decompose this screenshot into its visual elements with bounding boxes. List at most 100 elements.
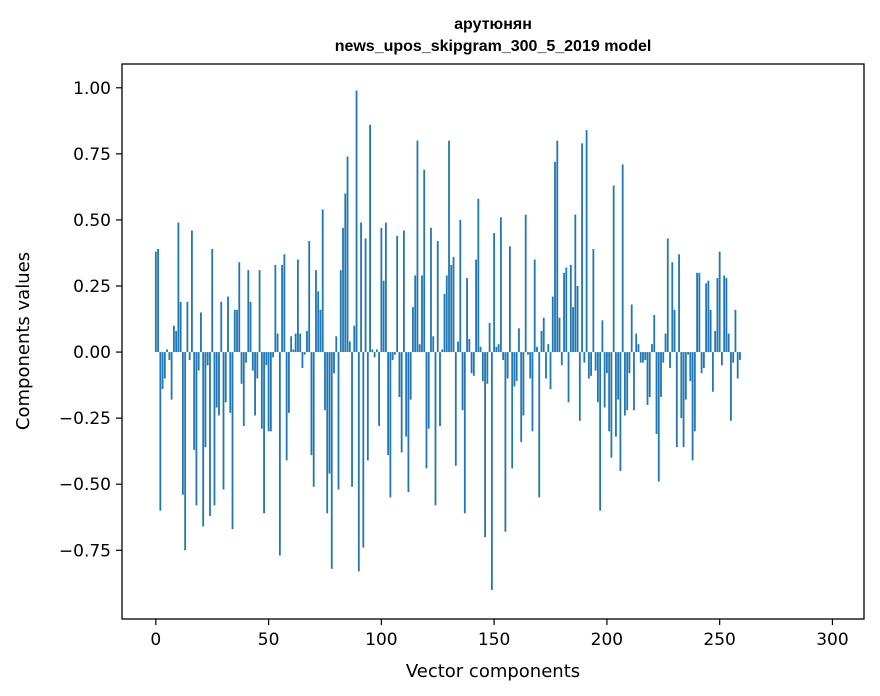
bar-241 [698, 272, 701, 353]
bar-18 [195, 352, 198, 506]
bar-55 [278, 352, 281, 556]
bar-63 [297, 259, 299, 353]
bar-227 [666, 238, 669, 353]
bar-154 [502, 352, 505, 360]
bar-22 [204, 352, 207, 448]
bar-188 [578, 352, 581, 421]
bar-8 [172, 325, 175, 353]
bar-200 [605, 352, 608, 374]
bar-209 [626, 352, 629, 411]
bar-2 [159, 352, 162, 511]
bar-127 [441, 349, 444, 353]
bar-54 [276, 333, 279, 353]
bar-213 [635, 333, 638, 353]
x-tick-label-6: 300 [816, 630, 848, 650]
bar-31 [224, 352, 227, 403]
x-axis-ticks: 0 50 100 150 200 250 300 [150, 619, 849, 650]
bar-37 [238, 262, 241, 353]
bar-237 [689, 352, 692, 382]
bar-234 [682, 352, 685, 448]
bar-81 [337, 352, 340, 490]
bar-89 [355, 90, 358, 353]
bar-39 [242, 352, 245, 427]
bar-11 [179, 301, 182, 353]
bar-94 [366, 352, 369, 461]
bar-3 [161, 352, 164, 390]
bar-4 [163, 352, 166, 379]
bar-239 [693, 352, 696, 432]
bar-27 [215, 352, 218, 408]
bar-207 [621, 164, 624, 353]
bar-148 [488, 323, 491, 353]
bar-210 [628, 352, 631, 374]
bar-110 [403, 230, 405, 353]
bar-243 [702, 352, 705, 368]
bar-32 [227, 296, 229, 353]
bar-165 [527, 352, 529, 355]
bar-42 [249, 301, 252, 353]
bar-6 [168, 352, 171, 360]
bar-109 [400, 352, 403, 453]
bar-199 [603, 352, 606, 408]
bar-13 [184, 352, 187, 551]
bar-202 [610, 352, 613, 458]
bar-58 [285, 352, 288, 461]
bar-137 [463, 352, 466, 514]
bar-248 [714, 330, 717, 353]
bar-23 [206, 352, 209, 366]
bar-186 [574, 214, 577, 353]
bar-108 [398, 352, 401, 397]
bar-180 [560, 352, 563, 366]
bar-115 [414, 275, 417, 353]
bar-28 [218, 352, 220, 416]
bar-247 [711, 352, 714, 392]
bar-113 [409, 352, 412, 400]
bar-61 [292, 349, 295, 353]
bar-45 [256, 352, 259, 379]
bar-92 [362, 352, 365, 548]
bar-194 [592, 249, 595, 353]
bar-series [154, 90, 741, 590]
bar-29 [220, 301, 223, 353]
bar-9 [175, 330, 178, 353]
bar-126 [439, 352, 441, 427]
y-tick-label-7: −0.75 [59, 541, 111, 561]
bar-222 [655, 352, 658, 434]
y-axis-ticks: 1.00 0.75 0.50 0.25 0.00 −0.25 −0.50 −0.75 [59, 79, 122, 561]
x-tick-label-0: 0 [150, 630, 161, 650]
bar-46 [258, 270, 261, 353]
bar-240 [696, 272, 698, 353]
bar-196 [596, 352, 599, 403]
bar-52 [272, 352, 274, 358]
x-tick-label-3: 150 [478, 630, 510, 650]
bar-93 [364, 238, 367, 353]
bar-75 [324, 352, 326, 411]
bar-104 [389, 352, 392, 498]
bar-195 [594, 352, 597, 371]
bar-68 [308, 241, 311, 353]
bar-128 [443, 293, 446, 353]
bar-87 [351, 352, 353, 487]
bar-141 [472, 352, 475, 376]
bar-100 [380, 227, 383, 353]
bar-157 [509, 246, 511, 353]
bar-177 [554, 161, 556, 353]
bar-149 [490, 352, 493, 590]
bar-246 [709, 309, 712, 353]
bar-112 [407, 352, 410, 493]
bar-184 [569, 264, 572, 353]
y-axis-label: Components values [13, 252, 34, 430]
bar-25 [211, 249, 214, 353]
bar-111 [405, 352, 408, 437]
bar-73 [319, 309, 322, 353]
x-tick-label-4: 200 [591, 630, 623, 650]
bar-47 [260, 352, 263, 429]
bar-152 [497, 344, 500, 353]
bar-77 [328, 352, 331, 474]
bar-223 [657, 352, 660, 482]
bar-171 [540, 330, 543, 353]
bar-197 [599, 352, 602, 511]
bar-24 [209, 352, 211, 516]
bar-125 [436, 241, 439, 353]
